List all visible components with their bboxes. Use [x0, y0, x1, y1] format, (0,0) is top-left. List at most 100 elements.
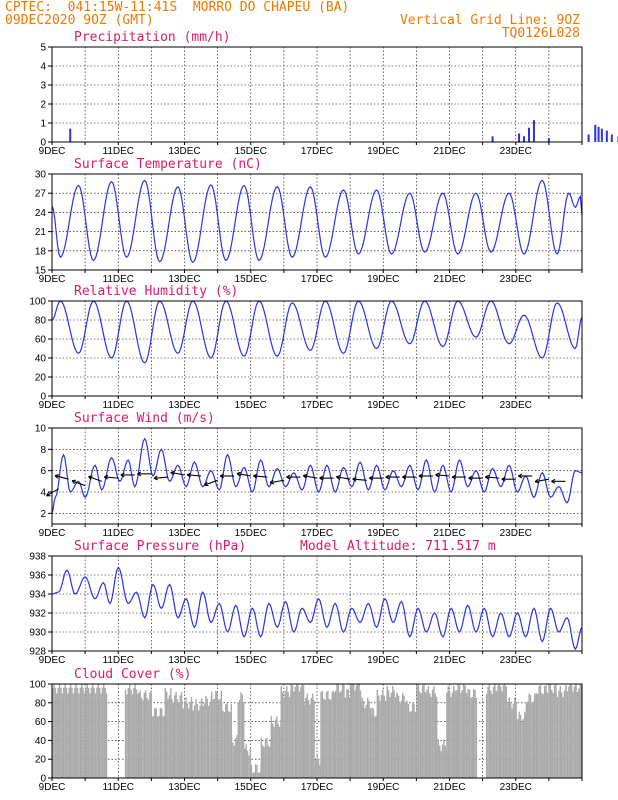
cloud-bar: [529, 694, 532, 778]
cloud-bar: [319, 764, 321, 778]
cloud-bar: [572, 691, 574, 778]
panel-title: Surface Wind (m/s): [74, 411, 215, 426]
wind-vector-head: [236, 471, 241, 477]
cloud-bar: [461, 690, 464, 778]
x-tick-label: 21DEC: [433, 528, 465, 539]
cloud-bar: [133, 687, 135, 778]
wind-vector: [186, 472, 202, 478]
cloud-bar: [565, 685, 567, 778]
cloud-bar: [426, 689, 428, 778]
x-tick-label: 9DEC: [39, 782, 66, 793]
cloud-bar: [350, 685, 352, 778]
cloud-bar: [467, 689, 469, 778]
cloud-bar: [466, 696, 468, 778]
cloud-bar: [312, 693, 314, 778]
wind-vector: [335, 474, 351, 480]
cloud-bar: [206, 698, 208, 778]
cloud-bar: [389, 697, 391, 778]
wind-vector-head: [385, 474, 390, 480]
cloud-bar: [556, 697, 559, 778]
wind-vector-head: [368, 475, 374, 481]
cloud-bar: [254, 764, 257, 778]
cloud-bar: [297, 685, 299, 778]
cloud-bar: [272, 723, 274, 778]
wind-vector: [204, 479, 218, 487]
cloud-bar: [561, 692, 563, 778]
x-tick-label: 9DEC: [39, 146, 66, 157]
cloud-bar: [266, 737, 268, 778]
cloud-bar: [502, 685, 505, 778]
wind-vector: [137, 471, 152, 477]
x-tick-label: 11DEC: [103, 655, 135, 666]
wind-vector: [501, 476, 516, 482]
cloud-bar: [196, 703, 199, 778]
cloud-bar: [64, 684, 66, 778]
run-date: 09DEC2020 9OZ (GMT): [5, 13, 154, 28]
cloud-bar: [182, 708, 184, 778]
wind-vector: [402, 474, 417, 480]
cloud-bar: [71, 687, 73, 778]
x-tick-label: 13DEC: [168, 400, 200, 411]
x-tick-label: 15DEC: [235, 274, 267, 285]
wind-vector: [88, 475, 102, 482]
cloud-bar: [430, 696, 432, 778]
wind-vector-head: [170, 470, 175, 476]
wind-vector-head: [534, 478, 540, 484]
cloud-bar: [360, 704, 362, 778]
cloud-bar: [403, 695, 405, 778]
cloud-bar: [126, 694, 128, 778]
cloud-bar: [573, 686, 576, 778]
cloud-bar: [411, 703, 414, 778]
cloud-bar: [576, 692, 579, 778]
y-tick-label: 934: [29, 590, 46, 601]
wind-vector-head: [253, 473, 258, 479]
cloud-bar: [514, 697, 516, 778]
cloud-bar: [416, 685, 418, 778]
cloud-bar: [371, 707, 373, 778]
cloud-bar: [256, 764, 258, 778]
cloud-bar: [286, 685, 288, 778]
cloud-bar: [207, 706, 210, 778]
cloud-bar: [172, 702, 175, 778]
cloud-bar: [68, 687, 70, 778]
y-tick-label: 0: [40, 774, 46, 785]
cloud-bar: [387, 690, 390, 778]
series-line: [51, 179, 583, 264]
cloud-bar: [277, 723, 279, 778]
y-tick-label: 2: [40, 509, 46, 520]
cloud-bar: [83, 693, 86, 778]
cloud-bar: [454, 690, 456, 778]
y-tick-label: 30: [35, 170, 47, 181]
x-tick-label: 11DEC: [103, 146, 135, 157]
cloud-bar: [74, 687, 76, 778]
wind-vector-head: [352, 476, 357, 482]
cloud-bar: [340, 690, 342, 778]
cloud-bar: [533, 693, 536, 778]
y-tick-label: 6: [40, 466, 46, 477]
cloud-bar: [58, 684, 61, 778]
cloud-bar: [578, 688, 580, 778]
cloud-bar: [559, 685, 562, 778]
cloud-bar: [281, 692, 284, 778]
wind-vector-head: [484, 474, 490, 480]
cloud-bar: [137, 694, 139, 778]
cloud-bar: [223, 712, 226, 778]
x-tick-label: 21DEC: [433, 782, 465, 793]
cloud-bar: [75, 684, 77, 778]
cloud-bar: [492, 686, 495, 778]
y-tick-label: 21: [35, 227, 47, 238]
wind-vector: [451, 474, 467, 480]
cloud-bar: [568, 686, 570, 778]
cloud-bar: [245, 744, 247, 778]
x-tick-label: 23DEC: [500, 274, 532, 285]
cloud-bar: [81, 684, 83, 778]
cloud-bar: [443, 739, 445, 778]
wind-vector-shaft: [54, 475, 69, 480]
cloud-bar: [507, 703, 509, 778]
x-tick-label: 15DEC: [235, 528, 267, 539]
cloud-bar: [257, 772, 260, 778]
cloud-bar: [142, 700, 144, 778]
cloud-bar: [420, 693, 422, 778]
cloud-bar: [453, 685, 455, 778]
cloud-bar: [450, 697, 452, 778]
